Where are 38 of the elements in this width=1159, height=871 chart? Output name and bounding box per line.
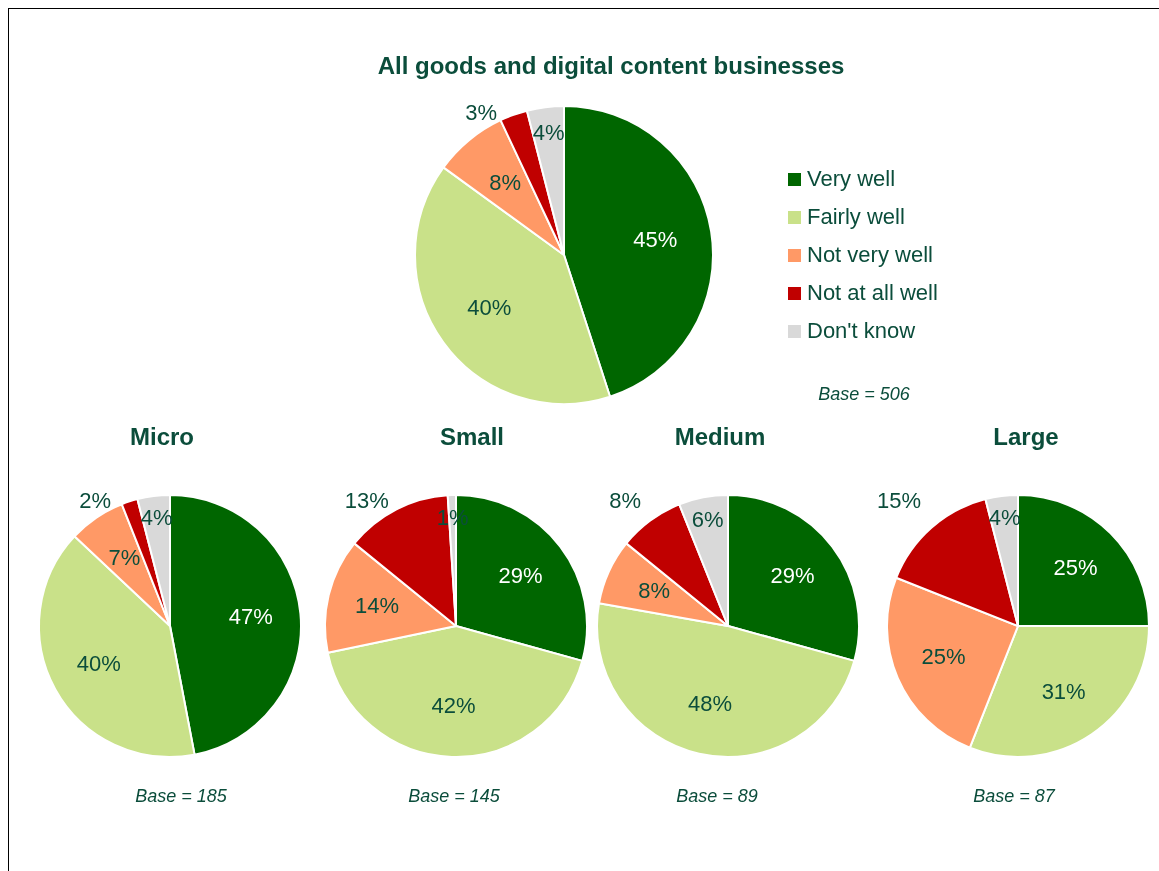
legend-label: Not very well <box>806 241 934 269</box>
legend-label: Very well <box>806 165 897 193</box>
data-label: 2% <box>79 487 112 513</box>
chart-title: All goods and digital content businesses <box>377 52 845 80</box>
data-label: 4% <box>532 119 565 145</box>
data-label: 15% <box>876 487 921 513</box>
data-label: 31% <box>1041 679 1086 705</box>
data-label: 29% <box>770 562 815 588</box>
text: Base = 87 <box>973 786 1055 807</box>
data-label: 40% <box>76 651 121 677</box>
data-label: 14% <box>355 592 400 618</box>
text: Base = 185 <box>135 786 227 807</box>
data-label: 6% <box>691 506 724 532</box>
data-label: 47% <box>228 604 273 630</box>
data-label: 25% <box>921 644 966 670</box>
data-label: 42% <box>431 693 476 719</box>
chart-title: Medium <box>674 423 766 451</box>
data-label: 48% <box>688 691 733 717</box>
data-label: 25% <box>1053 554 1098 580</box>
chart-title: Large <box>993 423 1059 451</box>
data-label: 8% <box>489 169 522 195</box>
data-label: 7% <box>108 544 141 570</box>
legend-label: Fairly well <box>806 203 906 231</box>
data-label: 8% <box>609 487 642 513</box>
legend-label: Not at all well <box>806 279 938 307</box>
text: Base = 89 <box>676 786 758 807</box>
data-label: 29% <box>498 562 543 588</box>
data-label: 8% <box>638 578 671 604</box>
data-label: 13% <box>344 487 389 513</box>
chart-title: Small <box>439 423 505 451</box>
data-label: 3% <box>465 99 497 125</box>
data-label: 45% <box>633 226 678 252</box>
text: Base = 506 <box>818 384 910 405</box>
legend-label: Don't know <box>806 317 917 345</box>
text: Base = 145 <box>408 786 500 807</box>
data-label: 40% <box>467 295 512 321</box>
chart-title: Micro <box>129 423 195 451</box>
data-label: 1% <box>436 504 469 530</box>
